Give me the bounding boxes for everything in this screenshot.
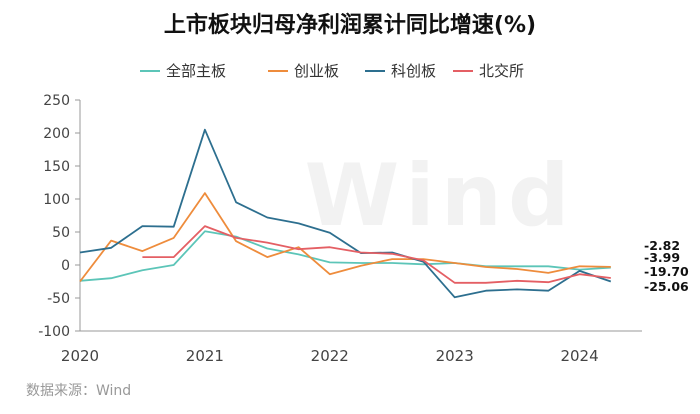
series-line-1 <box>79 230 611 282</box>
end-value-label: -3.99 <box>644 250 680 265</box>
watermark: Wind <box>304 146 575 246</box>
y-tick-label: -100 <box>38 324 70 340</box>
x-tick-label: 2023 <box>436 347 474 365</box>
end-value-label: -25.06 <box>644 279 689 294</box>
series-line-3 <box>79 128 612 299</box>
legend-label: 创业板 <box>294 62 339 80</box>
x-tick-label: 2024 <box>560 347 598 365</box>
x-tick-label: 2022 <box>311 347 349 365</box>
y-tick-label: 50 <box>52 225 70 241</box>
source-note: 数据来源：Wind <box>26 383 131 399</box>
chart-title: 上市板块归母净利润累计同比增速(%) <box>164 12 536 38</box>
end-value-label: -2.82 <box>644 238 680 253</box>
x-tick-label: 2020 <box>61 347 99 365</box>
end-value-label: -19.70 <box>644 264 689 279</box>
end-labels: -2.82-3.99-19.70-25.06 <box>644 238 689 294</box>
legend-label: 科创板 <box>391 62 436 80</box>
series-line-2 <box>79 192 611 283</box>
y-tick-label: 200 <box>43 126 70 142</box>
y-tick-label: 0 <box>61 258 70 274</box>
y-tick-label: 150 <box>43 159 70 175</box>
x-tick-label: 2021 <box>186 347 224 365</box>
legend-label: 北交所 <box>479 62 524 80</box>
y-tick-label: 100 <box>43 192 70 208</box>
series-line-4 <box>142 225 611 284</box>
series-lines <box>79 128 612 299</box>
y-tick-label: 250 <box>43 93 70 109</box>
legend: 全部主板 创业板 科创板 北交所 <box>140 62 524 80</box>
legend-label: 全部主板 <box>166 62 226 80</box>
axes: 250 200 150 100 50 0 -50 -100 2020 2021 2022 2023 20… <box>38 93 642 365</box>
y-tick-label: -50 <box>47 291 70 307</box>
